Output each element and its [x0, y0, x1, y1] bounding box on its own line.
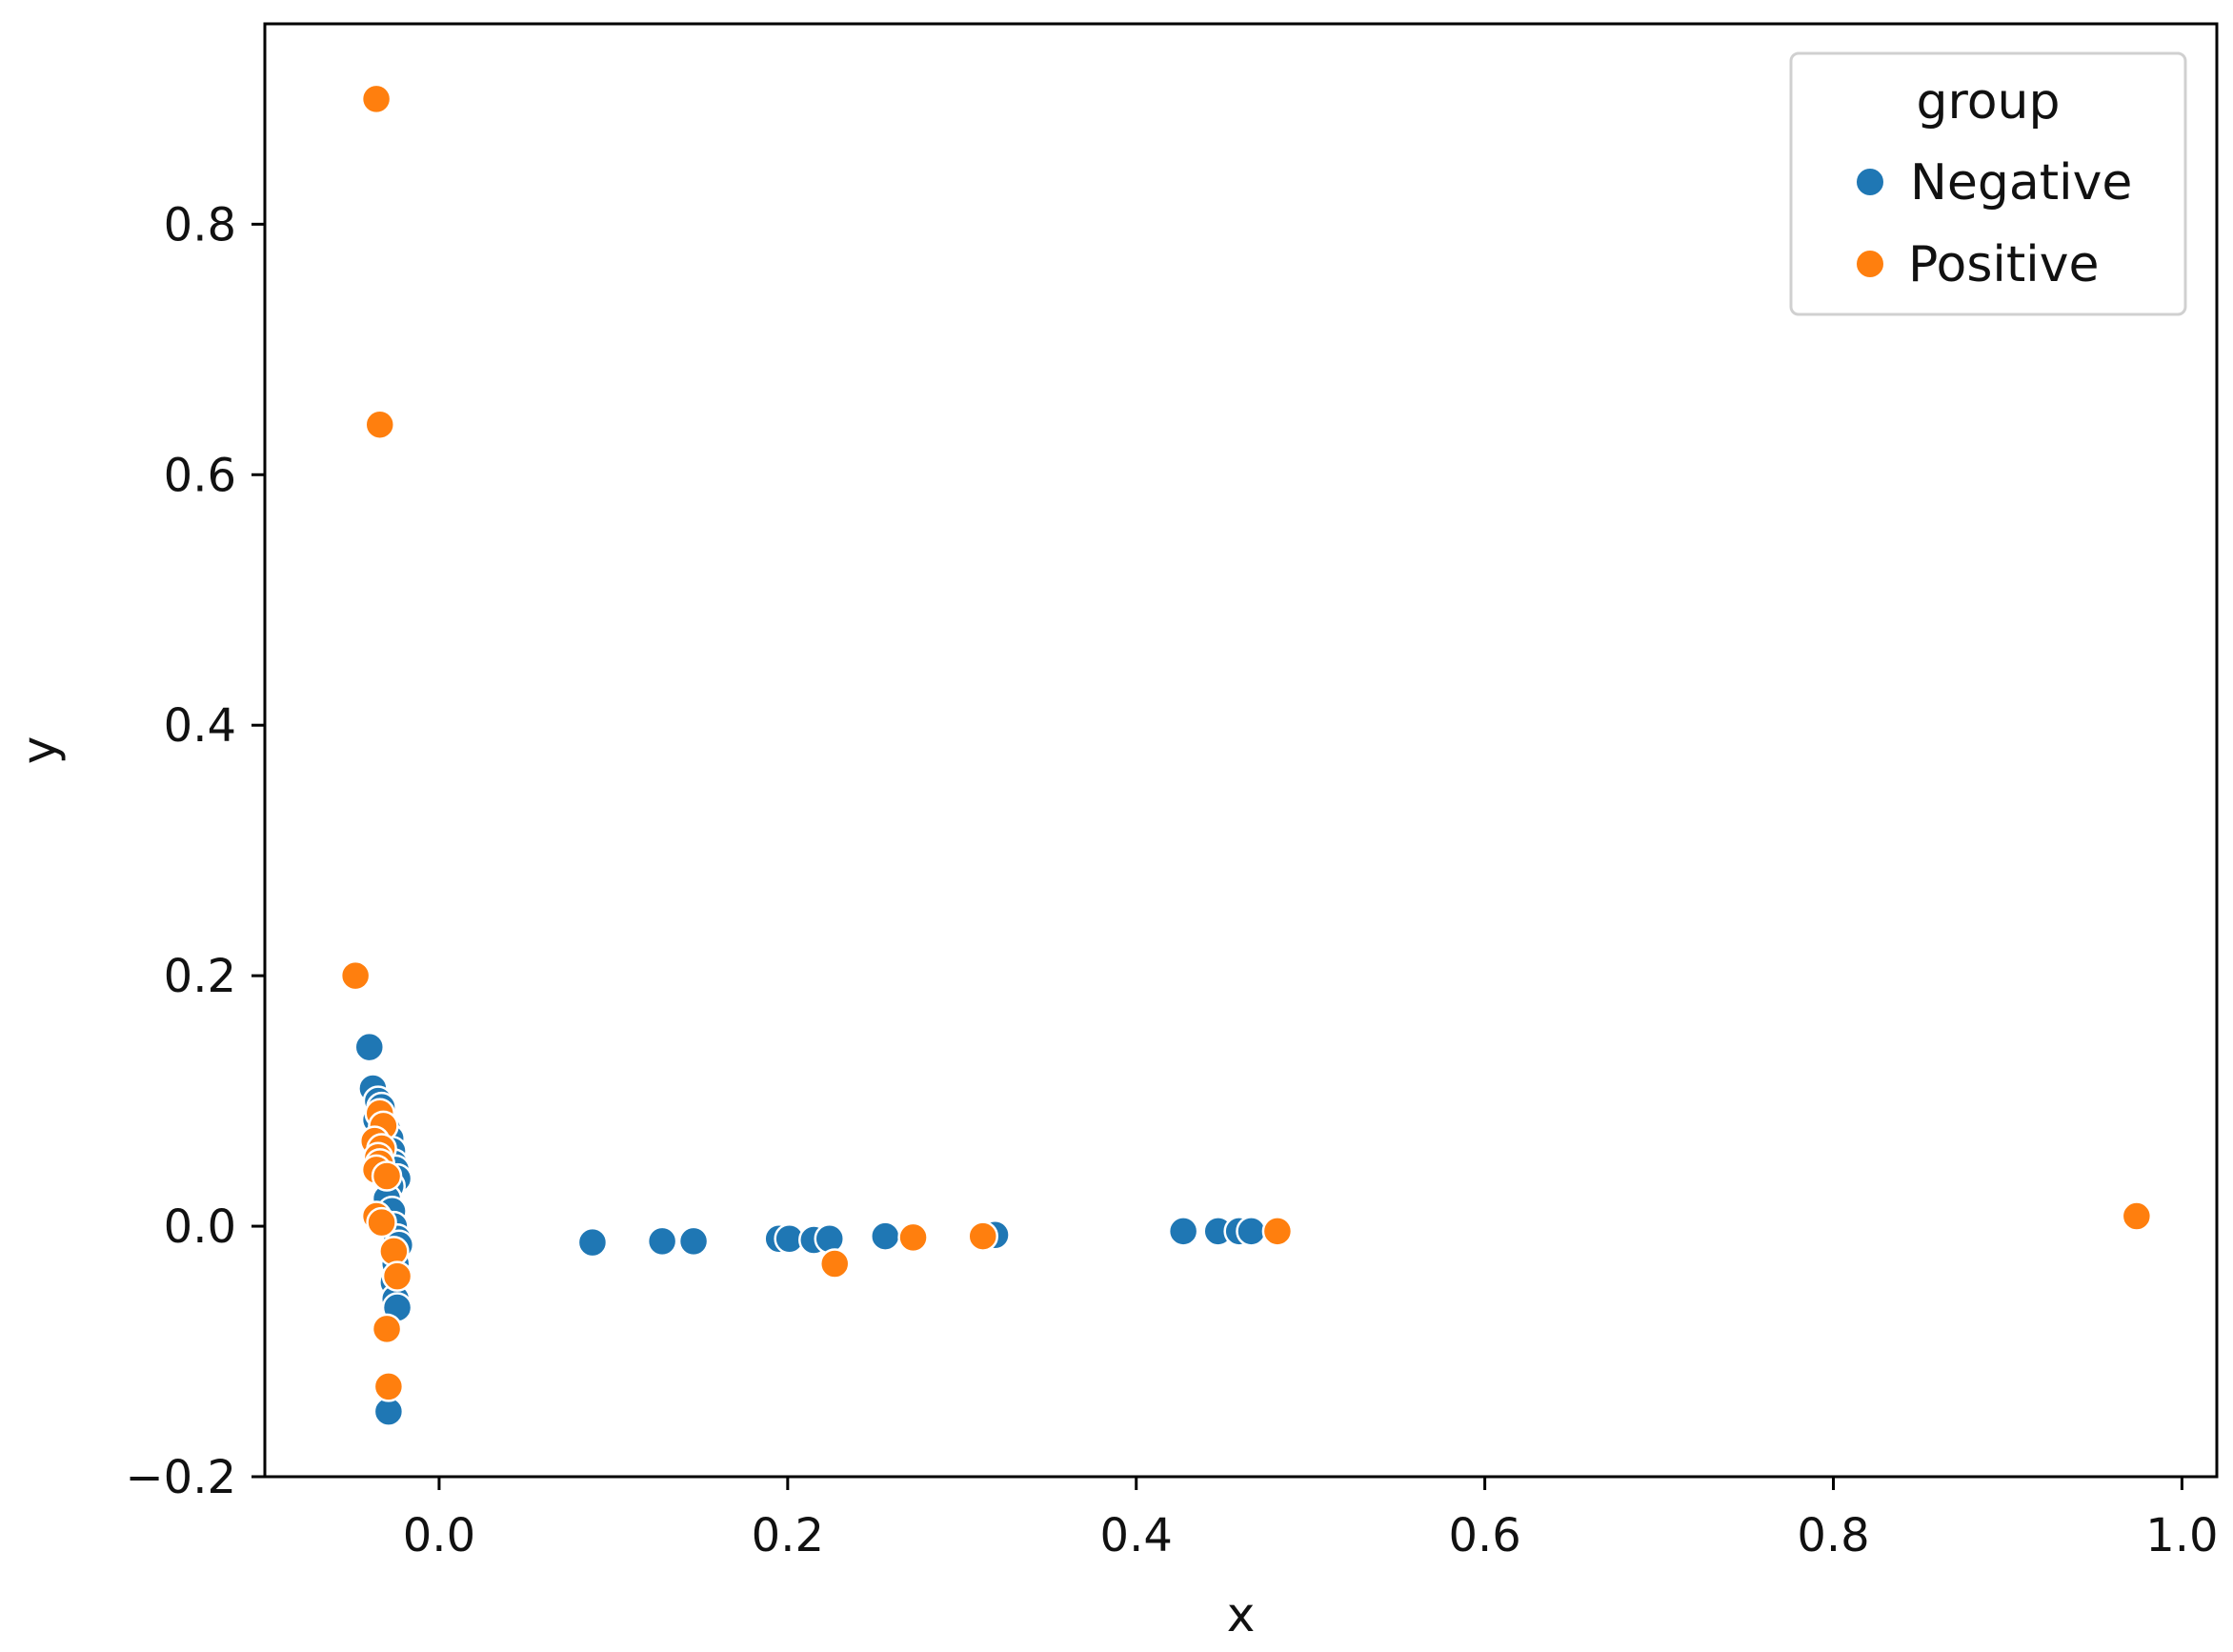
point-negative — [871, 1222, 899, 1251]
point-negative — [355, 1033, 384, 1061]
legend-marker-positive — [1856, 250, 1884, 278]
x-tick-label: 0.0 — [403, 1509, 475, 1562]
point-positive — [368, 1208, 396, 1237]
legend-marker-negative — [1856, 168, 1884, 196]
point-positive — [366, 411, 394, 439]
x-axis-label: x — [1227, 1587, 1256, 1642]
x-tick-label: 0.2 — [752, 1509, 824, 1562]
point-positive — [372, 1161, 401, 1190]
point-negative — [679, 1227, 708, 1256]
legend-title: group — [1916, 73, 2060, 131]
legend-label-positive: Positive — [1908, 236, 2099, 293]
y-tick-label: −0.2 — [125, 1451, 236, 1504]
x-tick-label: 1.0 — [2145, 1509, 2218, 1562]
point-positive — [2122, 1202, 2151, 1231]
point-negative — [1237, 1217, 1265, 1245]
legend: group Negative Positive — [1791, 53, 2185, 314]
x-axis-ticks: 0.0 0.2 0.4 0.6 0.8 1.0 — [403, 1477, 2219, 1562]
point-positive — [383, 1262, 412, 1291]
y-tick-label: 0.2 — [164, 950, 236, 1003]
point-negative — [1169, 1217, 1197, 1245]
x-tick-label: 0.8 — [1797, 1509, 1869, 1562]
y-axis-label: y — [11, 736, 67, 765]
y-tick-label: 0.0 — [164, 1200, 236, 1254]
x-tick-label: 0.4 — [1100, 1509, 1173, 1562]
y-tick-label: 0.4 — [164, 699, 236, 753]
point-positive — [899, 1223, 928, 1252]
point-positive — [362, 85, 391, 113]
point-positive — [820, 1250, 849, 1279]
point-positive — [969, 1222, 997, 1251]
point-positive — [1263, 1217, 1292, 1245]
legend-label-negative: Negative — [1910, 154, 2132, 212]
y-axis-ticks: −0.2 0.0 0.2 0.4 0.6 0.8 — [125, 198, 265, 1504]
y-tick-label: 0.8 — [164, 198, 236, 252]
point-positive — [372, 1315, 401, 1343]
point-negative — [815, 1224, 844, 1253]
point-positive — [374, 1372, 403, 1400]
point-negative — [648, 1227, 676, 1256]
x-tick-label: 0.6 — [1448, 1509, 1520, 1562]
point-positive — [341, 961, 370, 990]
point-negative — [578, 1228, 607, 1257]
y-tick-label: 0.6 — [164, 449, 236, 502]
